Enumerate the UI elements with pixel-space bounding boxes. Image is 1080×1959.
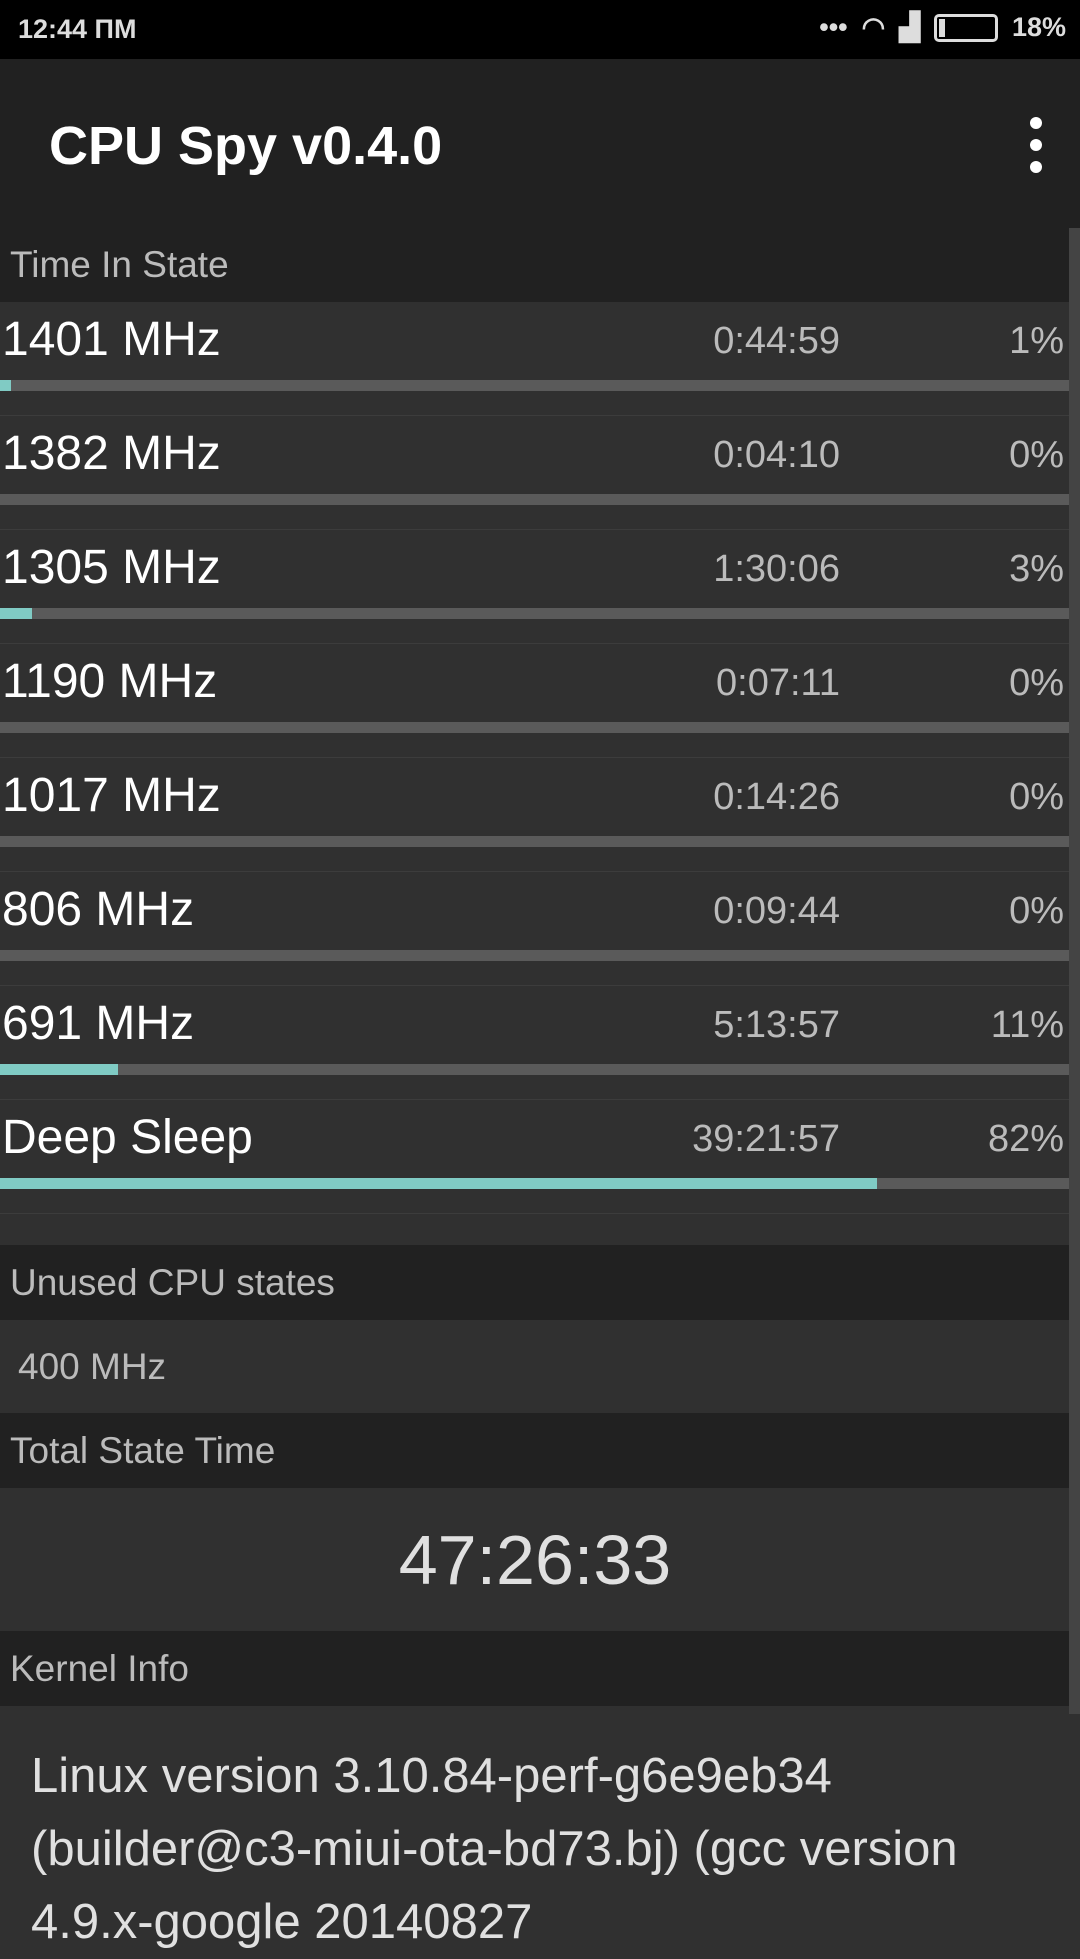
state-frequency: 1382 MHz — [2, 427, 221, 480]
status-time: 12:44 ПМ — [18, 14, 137, 44]
app-toolbar: CPU Spy v0.4.0 — [0, 59, 1080, 228]
state-progress-fill — [0, 1178, 878, 1189]
scrollbar[interactable] — [1069, 228, 1080, 1714]
time-in-state-header: Time In State — [0, 228, 1070, 302]
state-frequency: Deep Sleep — [2, 1111, 253, 1164]
state-percent: 1% — [1009, 320, 1064, 362]
state-frequency: 806 MHz — [2, 883, 195, 936]
state-time: 39:21:57 — [692, 1118, 840, 1160]
signal-icon: ▟ — [899, 12, 920, 42]
kernel-info-header: Kernel Info — [0, 1631, 1070, 1706]
more-notifications-icon: ••• — [819, 12, 848, 42]
total-time-header: Total State Time — [0, 1413, 1070, 1488]
state-progress-fill — [0, 1064, 118, 1075]
state-time: 0:14:26 — [713, 776, 840, 818]
status-bar: 12:44 ПМ ••• ◠ ▟ 18% — [0, 0, 1080, 59]
state-percent: 0% — [1009, 890, 1064, 932]
state-time: 0:04:10 — [713, 434, 840, 476]
cpu-state-row: 1190 MHz 0:07:11 0% — [0, 644, 1070, 758]
state-progress-bar — [0, 608, 1070, 619]
cpu-state-row: 1305 MHz 1:30:06 3% — [0, 530, 1070, 644]
state-progress-bar — [0, 722, 1070, 733]
state-time: 0:09:44 — [713, 890, 840, 932]
state-frequency: 1017 MHz — [2, 769, 221, 822]
overflow-menu-icon[interactable] — [1024, 117, 1048, 173]
state-frequency: 691 MHz — [2, 997, 195, 1050]
total-time-value: 47:26:33 — [398, 1520, 672, 1599]
wifi-icon: ◠ — [861, 12, 886, 42]
state-frequency: 1305 MHz — [2, 541, 221, 594]
state-progress-bar — [0, 494, 1070, 505]
app-title: CPU Spy v0.4.0 — [49, 116, 443, 176]
state-time: 1:30:06 — [713, 548, 840, 590]
state-percent: 0% — [1009, 434, 1064, 476]
state-frequency: 1190 MHz — [2, 655, 218, 708]
cpu-state-row: 1382 MHz 0:04:10 0% — [0, 416, 1070, 530]
state-time: 0:07:11 — [716, 662, 840, 704]
state-progress-bar — [0, 950, 1070, 961]
state-time: 5:13:57 — [713, 1004, 840, 1046]
state-progress-fill — [0, 380, 11, 391]
unused-states-header: Unused CPU states — [0, 1245, 1070, 1320]
battery-icon — [933, 13, 998, 42]
state-progress-bar — [0, 1064, 1070, 1075]
cpu-state-row: 1017 MHz 0:14:26 0% — [0, 758, 1070, 872]
battery-percent: 18% — [1011, 12, 1066, 42]
state-percent: 3% — [1009, 548, 1064, 590]
state-percent: 11% — [990, 1004, 1064, 1046]
state-progress-bar — [0, 1178, 1070, 1189]
state-progress-bar — [0, 836, 1070, 847]
cpu-state-row: 1401 MHz 0:44:59 1% — [0, 302, 1070, 416]
state-percent: 82% — [987, 1118, 1064, 1160]
state-percent: 0% — [1009, 776, 1064, 818]
unused-state-value: 400 MHz — [18, 1345, 167, 1387]
state-time: 0:44:59 — [713, 320, 840, 362]
state-progress-bar — [0, 380, 1070, 391]
state-progress-fill — [0, 608, 33, 619]
cpu-state-row: 806 MHz 0:09:44 0% — [0, 872, 1070, 986]
cpu-state-row: 691 MHz 5:13:57 11% — [0, 986, 1070, 1100]
kernel-info-text: Linux version 3.10.84-perf-g6e9eb34 (bui… — [31, 1749, 958, 1949]
state-percent: 0% — [1009, 662, 1064, 704]
state-frequency: 1401 MHz — [2, 313, 221, 366]
cpu-state-row: Deep Sleep 39:21:57 82% — [0, 1100, 1070, 1214]
